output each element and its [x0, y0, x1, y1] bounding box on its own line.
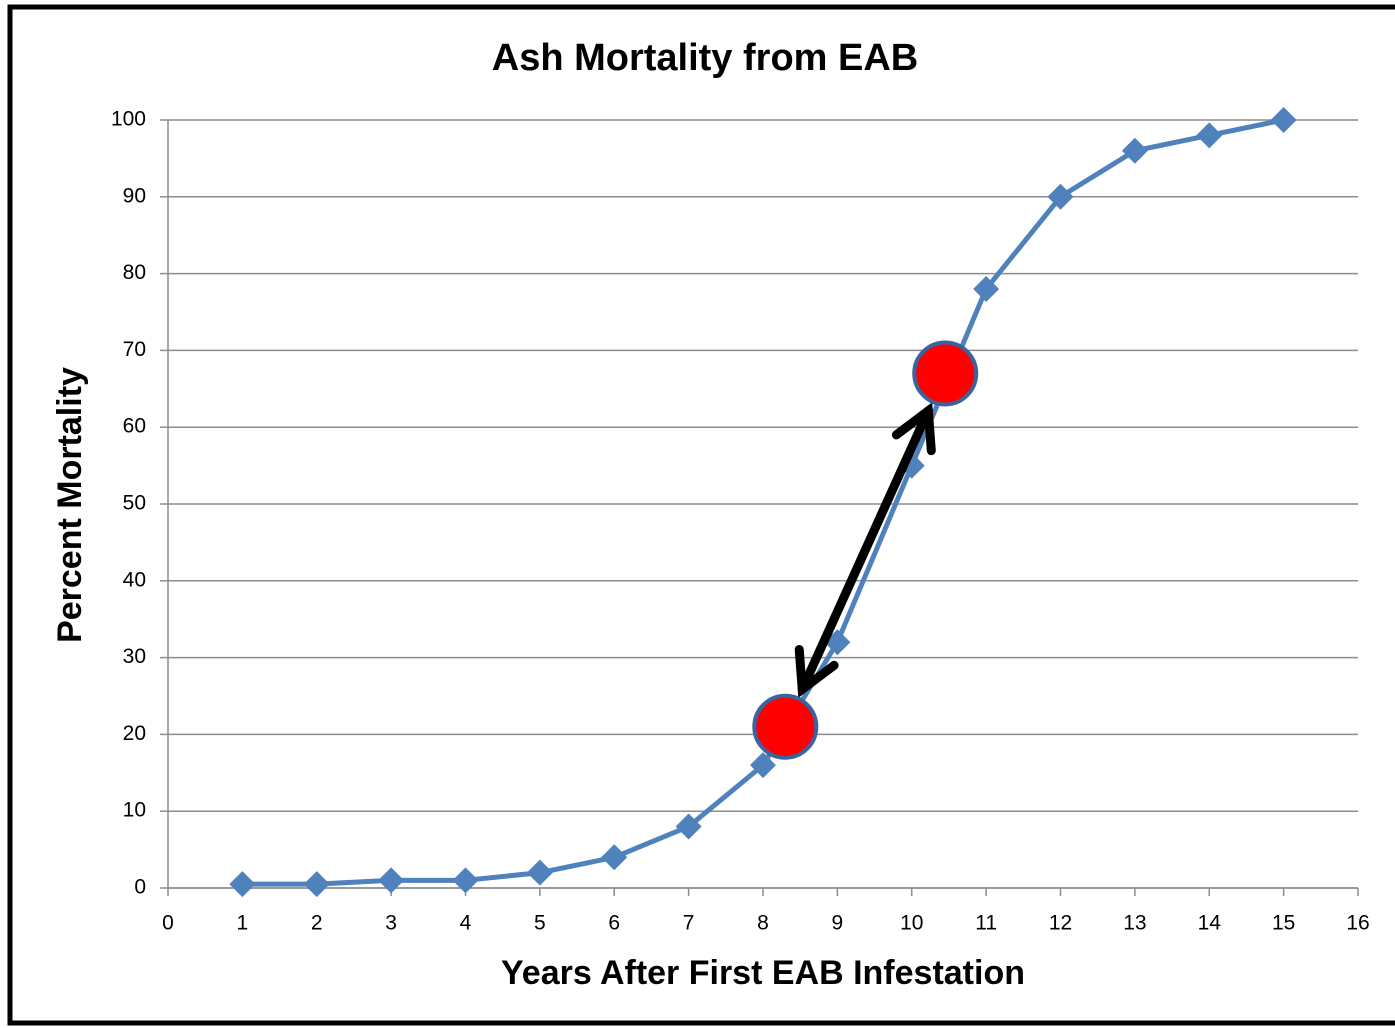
data-point — [1196, 122, 1223, 149]
x-axis-title: Years After First EAB Infestation — [501, 954, 1025, 992]
data-point — [1270, 107, 1297, 133]
arrow-head — [891, 402, 936, 456]
y-tick-label: 30 — [123, 645, 146, 668]
y-tick-label: 70 — [123, 338, 146, 361]
x-tick-label: 3 — [385, 912, 397, 935]
y-axis-title: Percent Mortality — [51, 367, 89, 643]
x-tick-label: 4 — [460, 912, 472, 935]
x-tick-label: 14 — [1198, 912, 1222, 935]
data-point — [452, 867, 479, 894]
arrow-shaft — [797, 406, 933, 694]
data-point — [1047, 183, 1074, 210]
data-point — [303, 871, 330, 898]
x-tick-label: 7 — [683, 912, 695, 935]
y-tick-label: 60 — [123, 415, 146, 438]
y-tick-label: 10 — [123, 799, 146, 822]
x-tick-label: 10 — [900, 912, 923, 935]
x-tick-label: 2 — [311, 912, 323, 935]
y-tick-label: 90 — [123, 184, 146, 207]
data-point — [526, 859, 553, 886]
data-point — [973, 275, 1000, 302]
highlight-point — [912, 340, 979, 407]
frame — [7, 4, 1395, 1026]
x-tick-label: 6 — [608, 912, 620, 935]
data-point — [378, 867, 405, 894]
x-tick-label: 1 — [237, 912, 249, 935]
y-tick-label: 0 — [134, 876, 146, 899]
x-tick-label: 13 — [1123, 912, 1146, 935]
y-tick-label: 20 — [123, 722, 146, 745]
data-point — [601, 844, 628, 871]
x-tick-label: 8 — [757, 912, 769, 935]
chart-title: Ash Mortality from EAB — [492, 37, 918, 79]
x-tick-label: 5 — [534, 912, 546, 935]
x-tick-label: 12 — [1049, 912, 1072, 935]
y-tick-label: 100 — [111, 108, 146, 131]
x-tick-label: 0 — [162, 912, 174, 935]
x-tick-label: 16 — [1346, 912, 1369, 935]
y-tick-label: 40 — [123, 568, 146, 591]
x-tick-label: 11 — [975, 912, 997, 935]
y-tick-label: 50 — [123, 492, 146, 515]
data-point — [675, 813, 702, 840]
data-point — [229, 871, 256, 898]
arrow-head — [794, 644, 839, 698]
y-tick-label: 80 — [123, 261, 146, 284]
highlight-point — [752, 693, 819, 760]
data-point — [750, 752, 776, 779]
x-tick-label: 15 — [1272, 912, 1295, 935]
data-point — [1121, 137, 1148, 164]
x-tick-label: 9 — [832, 912, 844, 935]
